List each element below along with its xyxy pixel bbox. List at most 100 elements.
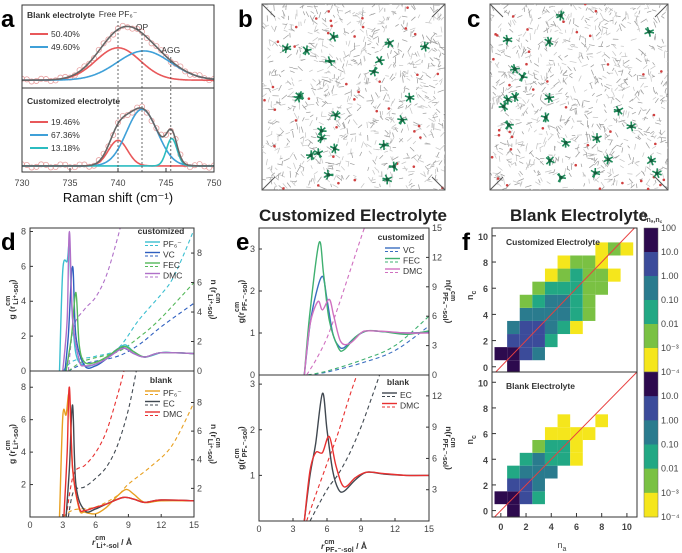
molecule-bond <box>652 145 657 149</box>
molecule-bond <box>335 154 341 159</box>
molecule-bond <box>391 127 397 129</box>
ytick-label: 6 <box>483 284 488 294</box>
ytick-right-label: 9 <box>432 422 437 432</box>
molecule-bond <box>554 41 558 47</box>
molecule-bond <box>307 5 313 8</box>
molecule-bond <box>379 154 384 159</box>
molecule-bond <box>278 44 282 48</box>
molecule-bond <box>534 29 536 35</box>
ytick-label: 6 <box>483 430 488 440</box>
raman-marker-label: Free PF₆⁻ <box>99 9 138 19</box>
colorbar-title: Anₐ,n꜀ <box>640 210 663 224</box>
molecule-bond <box>601 186 605 190</box>
colorbar-frame <box>643 371 659 518</box>
molecule-bond <box>287 80 292 85</box>
molecule-bond <box>562 69 568 76</box>
molecule-bond <box>349 162 355 166</box>
pf6-center <box>284 46 289 51</box>
molecule-bond <box>295 171 299 175</box>
molecule-bond <box>298 79 302 82</box>
molecule-bond <box>350 137 353 142</box>
molecule-bond <box>335 6 340 8</box>
molecule-bond <box>658 4 661 8</box>
molecule-bond <box>346 106 353 110</box>
molecule-bond <box>314 5 316 9</box>
molecule-bond <box>543 36 549 39</box>
molecule-bond <box>374 140 377 145</box>
molecule-bond <box>386 141 390 148</box>
molecule-bond <box>409 146 415 152</box>
molecule-bond <box>316 81 322 86</box>
molecule-bond <box>514 182 521 186</box>
diagonal-line <box>495 228 636 372</box>
molecule-bond <box>553 20 557 28</box>
molecule-bond <box>535 156 541 161</box>
molecule-bond <box>604 58 606 63</box>
molecule-bond <box>403 85 406 89</box>
molecule-bond <box>569 107 573 111</box>
molecule-bond <box>409 27 416 31</box>
molecule-bond <box>327 167 334 170</box>
rdf-curve <box>64 265 194 371</box>
molecule-bond <box>596 166 601 170</box>
molecule-bond <box>571 161 575 166</box>
molecule-bond <box>628 153 632 160</box>
molecule-bond <box>325 30 329 32</box>
heatmap-cell <box>544 268 558 282</box>
molecule-bond <box>536 173 541 176</box>
molecule-bond <box>608 8 613 13</box>
molecule-bond <box>346 128 349 135</box>
molecule-bond <box>501 91 505 97</box>
oxygen-atom <box>326 31 330 35</box>
molecule-bond <box>591 69 594 76</box>
molecule-bond <box>271 25 274 31</box>
molecule-bond <box>653 90 656 95</box>
molecule-bond <box>571 28 574 35</box>
rdf-curve <box>62 230 194 371</box>
oxygen-atom <box>345 82 348 86</box>
oxygen-atom <box>497 133 501 137</box>
molecule-bond <box>573 67 576 72</box>
oxygen-atom <box>353 178 357 182</box>
molecule-bond <box>401 53 405 58</box>
molecule-bond <box>324 27 330 30</box>
molecule-bond <box>397 42 399 48</box>
rdf-curve <box>58 392 194 517</box>
ytick-right-label: 6 <box>432 453 437 463</box>
molecule-bond <box>572 85 576 93</box>
molecule-bond <box>573 98 577 100</box>
molecule-bond <box>596 51 602 54</box>
molecule-bond <box>299 165 304 168</box>
xtick-label: 15 <box>189 520 199 530</box>
molecule-bond <box>643 52 646 58</box>
raman-xtick-label: 740 <box>110 178 125 188</box>
molecule-bond <box>267 119 272 122</box>
heatmap-cell <box>582 307 596 321</box>
molecule-bond <box>495 79 501 84</box>
molecule-bond <box>433 95 436 100</box>
molecule-bond <box>585 45 591 52</box>
molecule-bond <box>661 15 665 19</box>
molecule-bond <box>370 122 375 129</box>
molecule-bond <box>583 183 586 187</box>
molecule-bond <box>528 11 531 19</box>
molecule-bond <box>411 154 417 159</box>
molecule-bond <box>599 12 604 20</box>
molecule-bond <box>401 15 408 18</box>
molecule-bond <box>545 104 551 107</box>
molecule-bond <box>363 55 366 61</box>
molecule-bond <box>367 166 370 171</box>
molecule-bond <box>539 189 542 190</box>
heatmap-cell <box>570 268 583 282</box>
molecule-bond <box>589 44 595 47</box>
molecule-bond <box>399 70 402 78</box>
molecule-bond <box>558 78 561 84</box>
molecule-bond <box>543 27 550 33</box>
molecule-bond <box>381 77 385 84</box>
molecule-bond <box>589 153 595 157</box>
molecule-bond <box>274 167 278 171</box>
molecule-bond <box>398 50 400 55</box>
molecule-bond <box>596 93 603 97</box>
molecule-bond <box>515 85 521 88</box>
molecule-bond <box>343 57 345 62</box>
